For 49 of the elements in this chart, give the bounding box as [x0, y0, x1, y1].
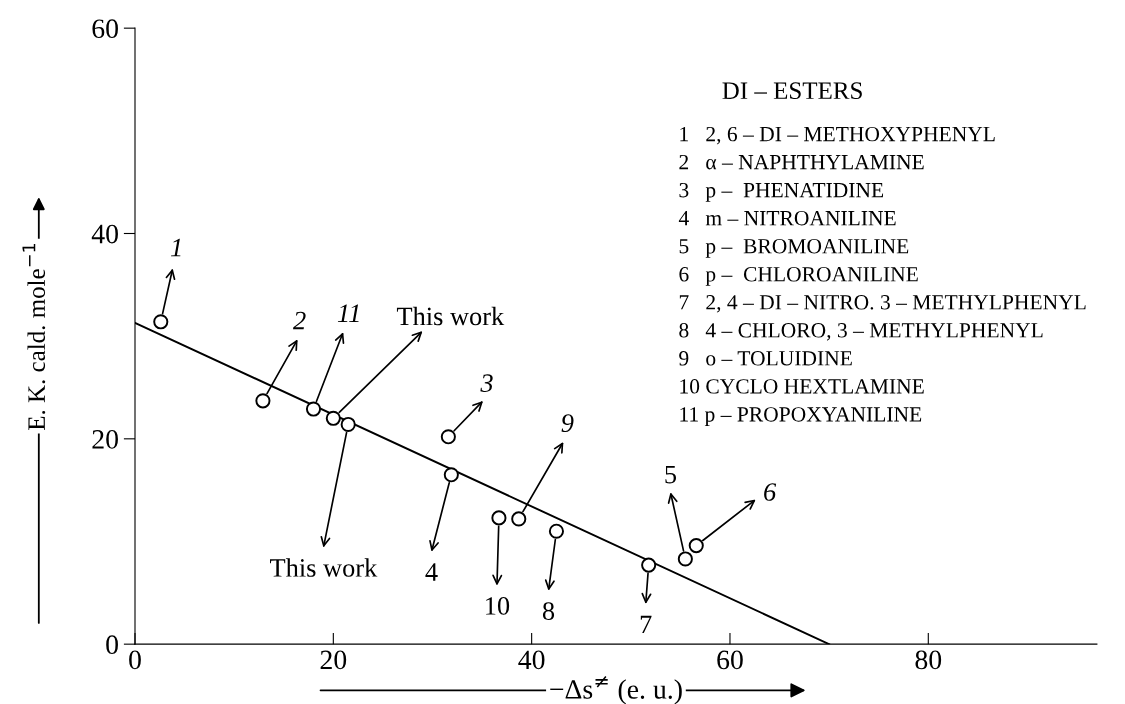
- annotation: 9 o – TOLUIDINE: [679, 351, 852, 366]
- x-tick-label: 0: [129, 650, 141, 670]
- point: [443, 467, 459, 483]
- annotation: 3 p – PHENATIDINE: [679, 182, 884, 202]
- y-axis-title: E. K. cald. mole$^{−1}$: [22, 243, 46, 431]
- point: [491, 510, 507, 526]
- point: [153, 314, 169, 330]
- annotation: 2 α – NAPHTHYLAMINE: [679, 154, 924, 170]
- x-tick-label: 40: [518, 650, 545, 670]
- point: [255, 393, 271, 409]
- annotation: 5: [665, 465, 677, 484]
- x-tick-label: 60: [717, 650, 743, 670]
- point: [548, 523, 564, 539]
- x-axis-title: −Δs$^{≠}$ (e. u.): [550, 676, 682, 704]
- annotation: This work: [270, 558, 378, 577]
- annotation: 10: [486, 597, 510, 615]
- annotation: 8 4 – CHLORO, 3 – METHYLPHENYL: [679, 323, 1043, 341]
- annotation: 3: [480, 374, 493, 393]
- point: [340, 416, 356, 433]
- annotation: 1 2, 6 – DI – METHOXYPHENYL: [680, 126, 995, 145]
- point: [325, 410, 341, 426]
- y-tick-label: 60: [92, 19, 118, 39]
- annotation: 7: [640, 615, 652, 634]
- annotation: 4 m – NITROANILINE: [678, 210, 896, 226]
- annotation: 2: [293, 311, 306, 330]
- y-tick-label: 20: [92, 429, 118, 449]
- point: [641, 557, 657, 573]
- annotation: 1: [170, 238, 181, 257]
- y-tick-label: 0: [106, 635, 118, 655]
- y-tick-label: 40: [91, 224, 118, 244]
- x-tick-label: 80: [915, 650, 942, 670]
- point: [511, 511, 527, 527]
- point: [305, 401, 322, 417]
- annotation: 10 CYCLO HEXTLAMINE: [680, 379, 924, 394]
- point: [440, 429, 456, 445]
- annotation: 5 p – BROMOANILINE: [679, 238, 909, 258]
- annotation: 8: [542, 602, 555, 620]
- annotation: DI – ESTERS: [722, 82, 862, 100]
- point: [677, 551, 693, 567]
- point: [688, 538, 704, 554]
- x-tick-label: 20: [320, 650, 347, 670]
- annotation: 11 p – PROPOXYANILINE: [680, 407, 922, 426]
- annotation: 9: [561, 414, 574, 433]
- annotation: 11: [337, 304, 359, 322]
- annotation: 4: [425, 563, 438, 581]
- annotation: 6 p – CHLOROANILINE: [679, 267, 918, 286]
- annotation: 6: [764, 483, 777, 501]
- annotation: This work: [396, 306, 505, 326]
- annotation: 7 2, 4 – DI – NITRO. 3 – METHYLPHENYL: [679, 295, 1086, 313]
